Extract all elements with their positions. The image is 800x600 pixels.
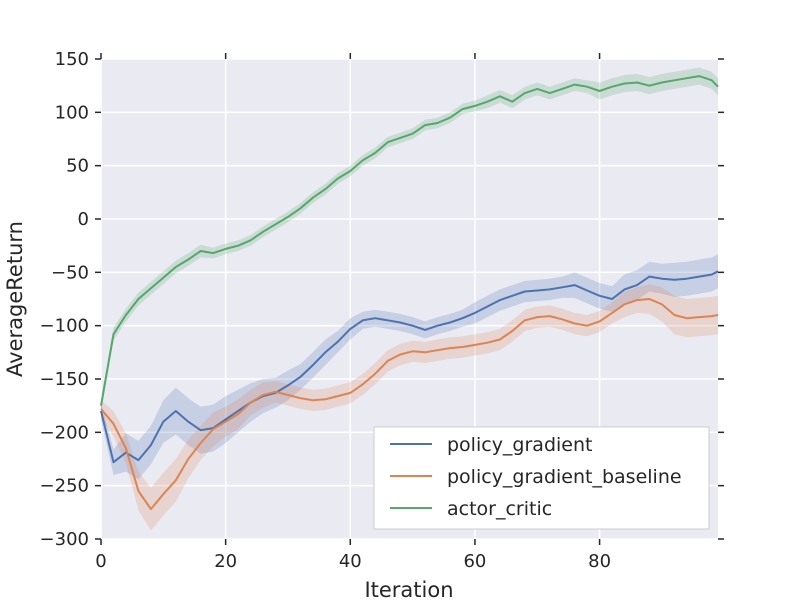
series-line-actor_critic: [100, 75, 719, 406]
x-tick-labels: 0 20 40 60 80: [95, 551, 611, 572]
y-tick-label: −300: [40, 529, 89, 550]
series-line-policy_gradient_baseline: [100, 298, 719, 511]
y-tick-label: −100: [40, 316, 89, 337]
y-tick-label: −200: [40, 422, 89, 443]
y-tick-label: 100: [55, 102, 89, 123]
series-band-policy_gradient_baseline: [101, 284, 718, 531]
y-tick-label: 50: [66, 156, 89, 177]
y-tick-label: −250: [40, 476, 89, 497]
x-tick-label: 40: [339, 551, 362, 572]
axis-ticks: [95, 53, 724, 545]
series-lines: [100, 75, 719, 511]
series-line-policy_gradient: [100, 270, 719, 464]
y-tick-label: 150: [55, 49, 89, 70]
y-tick-labels: 150 100 50 0 −50 −100 −150 −200 −250 −300: [40, 49, 89, 550]
x-axis-label: Iteration: [364, 578, 453, 600]
legend-label-policy_gradient: policy_gradient: [447, 434, 592, 456]
legend-label-policy_gradient_baseline: policy_gradient_baseline: [447, 466, 682, 488]
series-band-policy_gradient: [101, 254, 718, 480]
x-tick-label: 20: [214, 551, 237, 572]
y-tick-label: 0: [78, 209, 89, 230]
y-tick-label: −50: [51, 262, 89, 283]
legend: policy_gradient policy_gradient_baselinea…: [373, 426, 710, 530]
confidence-bands: [101, 67, 718, 531]
y-axis-label: AverageReturn: [3, 221, 27, 377]
series-band-actor_critic: [101, 67, 718, 413]
x-tick-label: 60: [463, 551, 486, 572]
x-tick-label: 0: [95, 551, 106, 572]
legend-label-actor_critic: actor_critic: [447, 498, 552, 520]
y-tick-label: −150: [40, 369, 89, 390]
x-tick-label: 80: [588, 551, 611, 572]
